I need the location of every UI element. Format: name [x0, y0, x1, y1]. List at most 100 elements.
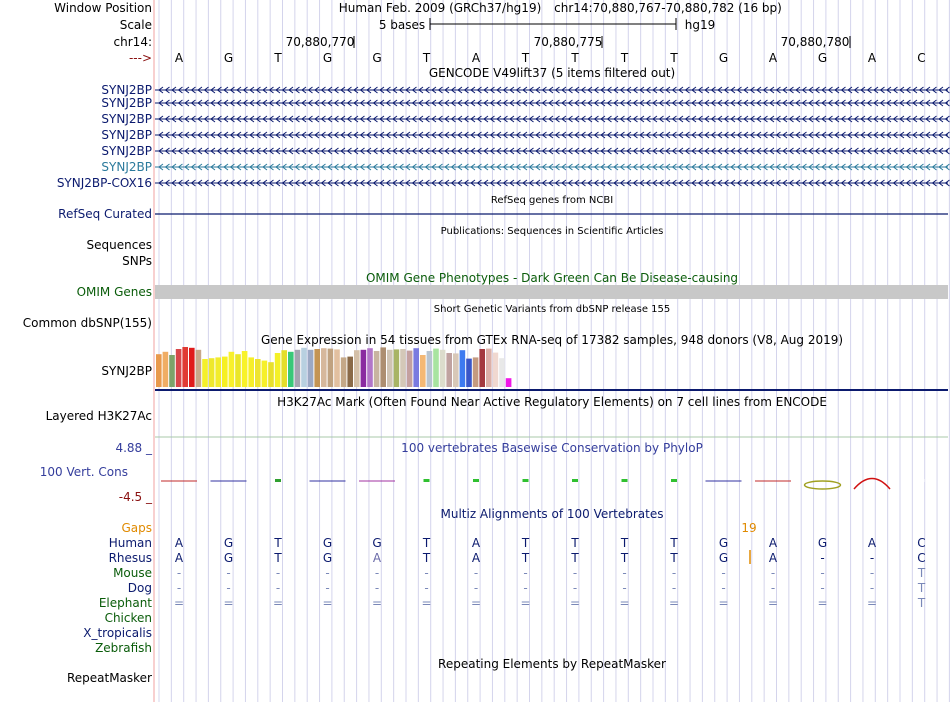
publications-track-title[interactable]: Publications: Sequences in Scientific Ar… — [440, 226, 664, 237]
position-text[interactable]: chr14:70,880,767-70,880,782 (16 bp) — [554, 1, 782, 15]
dbsnp-label[interactable]: Common dbSNP(155) — [22, 316, 152, 330]
alignment-base: A — [174, 551, 184, 565]
omim-track-title[interactable]: OMIM Gene Phenotypes - Dark Green Can Be… — [365, 271, 739, 285]
gene-label[interactable]: SYNJ2BP — [101, 112, 152, 126]
repeatmasker-track-title[interactable]: Repeating Elements by RepeatMasker — [438, 657, 666, 671]
cons-score-mark — [572, 479, 578, 482]
alignment-base: - — [770, 581, 776, 595]
gtex-tissue-bar — [433, 348, 439, 387]
gtex-tissue-bar — [268, 362, 274, 387]
alignment-base: - — [473, 581, 479, 595]
gtex-tissue-bar — [314, 349, 320, 387]
alignment-base: = — [322, 596, 333, 610]
gtex-tissue-bar — [406, 350, 413, 387]
alignment-base: = — [619, 596, 630, 610]
gtex-tissue-bar — [446, 353, 452, 387]
alignment-base: = — [272, 596, 284, 610]
gtex-tissue-bar — [195, 349, 202, 387]
base-letter: G — [372, 51, 382, 65]
species-label[interactable]: Mouse — [113, 566, 152, 580]
refseq-track-title[interactable]: RefSeq genes from NCBI — [490, 195, 614, 206]
alignment-base: T — [571, 551, 579, 565]
species-label[interactable]: Rhesus — [108, 551, 152, 565]
alignment-base: T — [917, 566, 926, 580]
strand-arrows — [158, 131, 950, 139]
gene-label[interactable]: SYNJ2BP-COX16 — [56, 176, 152, 190]
alignment-base: T — [917, 596, 926, 610]
alignment-base: = — [767, 596, 779, 610]
strand-arrows — [158, 179, 950, 187]
alignment-base: A — [867, 536, 877, 550]
gtex-tissue-bar — [486, 348, 492, 387]
omim-label[interactable]: OMIM Genes — [76, 285, 152, 299]
gtex-tissue-bar — [367, 348, 373, 387]
gene-label[interactable]: SYNJ2BP — [101, 160, 152, 174]
omim-bar — [155, 285, 948, 299]
gtex-gene-label[interactable]: SYNJ2BP — [101, 364, 152, 378]
gtex-tissue-bar — [162, 351, 169, 387]
alignment-base: T — [521, 536, 530, 550]
species-label[interactable]: Human — [108, 536, 152, 550]
species-label[interactable]: Chicken — [104, 611, 152, 625]
tick-label: 70,880,770 — [285, 35, 355, 49]
alignment-base: T — [571, 536, 579, 550]
species-label[interactable]: Dog — [127, 581, 152, 595]
cons-label[interactable]: 100 Vert. Cons — [39, 465, 128, 479]
alignment-base: T — [422, 536, 431, 550]
gtex-tissue-bar — [307, 349, 314, 387]
refseq-label[interactable]: RefSeq Curated — [58, 207, 152, 221]
species-label[interactable]: Elephant — [98, 596, 152, 610]
species-label[interactable]: Zebrafish — [95, 641, 152, 655]
gtex-tissue-bar — [459, 350, 466, 387]
gtex-tissue-bar — [334, 349, 340, 387]
h3k27ac-track-title[interactable]: H3K27Ac Mark (Often Found Near Active Re… — [277, 395, 827, 409]
gtex-tissue-bar — [241, 351, 248, 387]
gtex-tissue-bar — [255, 359, 261, 387]
alignment-base: - — [424, 566, 429, 580]
gene-label[interactable]: SYNJ2BP — [101, 144, 152, 158]
scale-bases-text: 5 bases — [378, 18, 426, 32]
gtex-tissue-bar — [492, 352, 499, 387]
cons-score-mark — [853, 477, 891, 490]
gtex-tissue-bar — [175, 349, 182, 387]
alignment-base: - — [820, 581, 825, 595]
alignment-base: - — [226, 581, 231, 595]
species-label[interactable]: X_tropicalis — [83, 626, 152, 640]
gtex-tissue-bar — [281, 350, 287, 387]
h3k27ac-label[interactable]: Layered H3K27Ac — [45, 409, 152, 423]
gtex-tissue-bar — [248, 357, 254, 387]
snps-label[interactable]: SNPs — [122, 254, 152, 268]
scale-label: Scale — [119, 18, 152, 32]
dbsnp-track-title[interactable]: Short Genetic Variants from dbSNP releas… — [433, 304, 671, 315]
gtex-tissue-bar — [327, 348, 334, 387]
alignment-base: = — [223, 596, 234, 610]
strand-arrows — [158, 147, 950, 155]
alignment-base: - — [721, 566, 726, 580]
gtex-tissue-bar — [439, 349, 446, 387]
gencode-track-title[interactable]: GENCODE V49lift37 (5 items filtered out) — [428, 66, 676, 80]
gtex-tissue-bar — [413, 348, 419, 387]
window-position-label: Window Position — [54, 1, 152, 15]
alignment-base: - — [523, 581, 528, 595]
gtex-track-title[interactable]: Gene Expression in 54 tissues from GTEx … — [260, 333, 844, 347]
alignment-base: G — [718, 551, 729, 565]
gtex-tissue-bar — [387, 349, 393, 387]
cons-score-mark — [671, 479, 677, 482]
gtex-tissue-bar — [202, 359, 208, 387]
gtex-tissue-bar — [274, 353, 281, 387]
alignment-base: T — [274, 551, 282, 565]
gene-label[interactable]: SYNJ2BP — [101, 83, 152, 97]
multiz-track-title[interactable]: Multiz Alignments of 100 Vertebrates — [440, 507, 664, 521]
cons-score-mark — [803, 480, 842, 490]
cons-track-title[interactable]: 100 vertebrates Basewise Conservation by… — [401, 441, 703, 455]
gene-label[interactable]: SYNJ2BP — [101, 96, 152, 110]
alignment-base: - — [424, 581, 429, 595]
gene-label[interactable]: SYNJ2BP — [101, 128, 152, 142]
sequences-label[interactable]: Sequences — [86, 238, 152, 252]
cons-min-label: -4.5 _ — [118, 490, 152, 504]
alignment-base: - — [721, 581, 726, 595]
base-letter: T — [422, 51, 431, 65]
cons-max-label: 4.88 _ — [115, 441, 152, 455]
repeatmasker-label[interactable]: RepeatMasker — [66, 671, 152, 685]
